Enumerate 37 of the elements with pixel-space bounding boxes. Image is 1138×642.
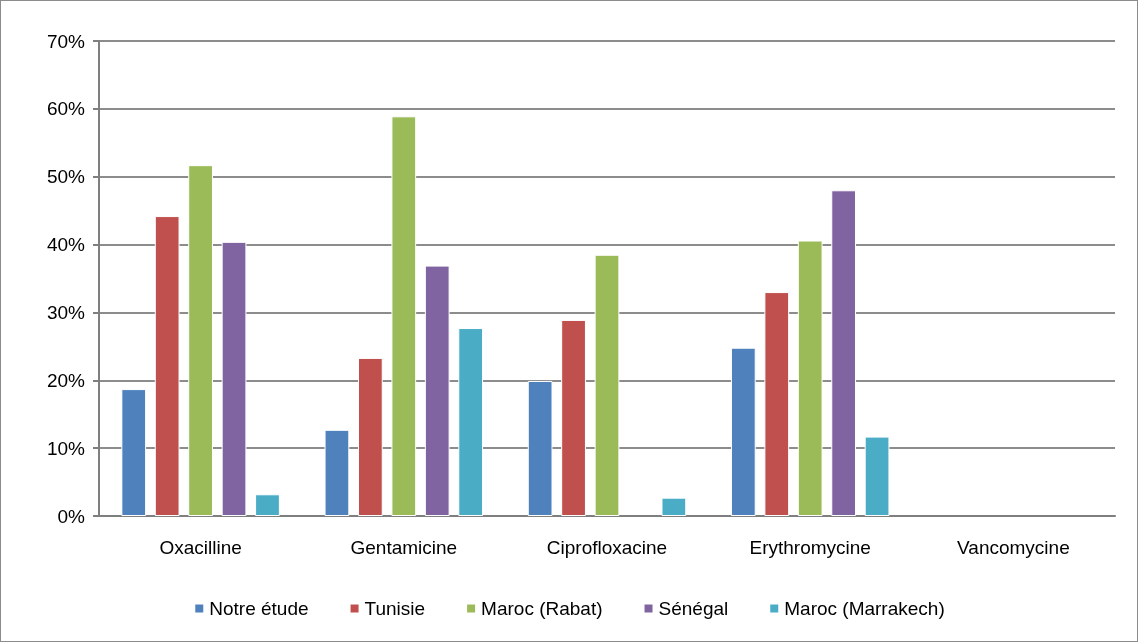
bar	[561, 319, 586, 516]
x-tick-label: Erythromycine	[749, 537, 871, 558]
x-tick-label: Vancomycine	[957, 537, 1070, 558]
bar	[324, 429, 350, 516]
bar	[357, 357, 383, 516]
bar	[391, 116, 417, 516]
bar	[831, 190, 857, 516]
legend-label: Sénégal	[658, 598, 729, 619]
bar	[864, 436, 890, 516]
bar	[661, 497, 687, 516]
legend-label: Maroc (Rabat)	[481, 598, 603, 619]
y-tick-label: 0%	[57, 505, 86, 527]
bar	[221, 241, 247, 516]
legend-label: Tunisie	[364, 598, 426, 619]
bar	[255, 494, 280, 516]
legend-label: Notre étude	[209, 598, 309, 619]
y-tick-label: 50%	[46, 166, 86, 188]
bar	[764, 292, 790, 516]
y-tick-label: 40%	[46, 234, 86, 256]
x-tick-label: Oxacilline	[159, 537, 242, 558]
y-tick-label: 30%	[46, 301, 86, 323]
bar	[424, 265, 450, 516]
legend-label: Maroc (Marrakech)	[784, 598, 945, 619]
bar	[154, 216, 180, 516]
bar	[730, 347, 756, 516]
y-tick-label: 20%	[46, 369, 86, 391]
y-tick-label: 60%	[46, 98, 86, 120]
bar	[188, 165, 213, 516]
x-tick-label: Ciprofloxacine	[546, 537, 668, 558]
y-tick-label: 10%	[46, 437, 86, 459]
bar	[527, 380, 553, 516]
bar	[458, 328, 484, 516]
y-tick-label: 70%	[46, 30, 86, 52]
bar	[797, 240, 823, 516]
x-tick-label: Gentamicine	[350, 537, 458, 558]
bar	[594, 254, 620, 516]
bar	[121, 389, 147, 516]
